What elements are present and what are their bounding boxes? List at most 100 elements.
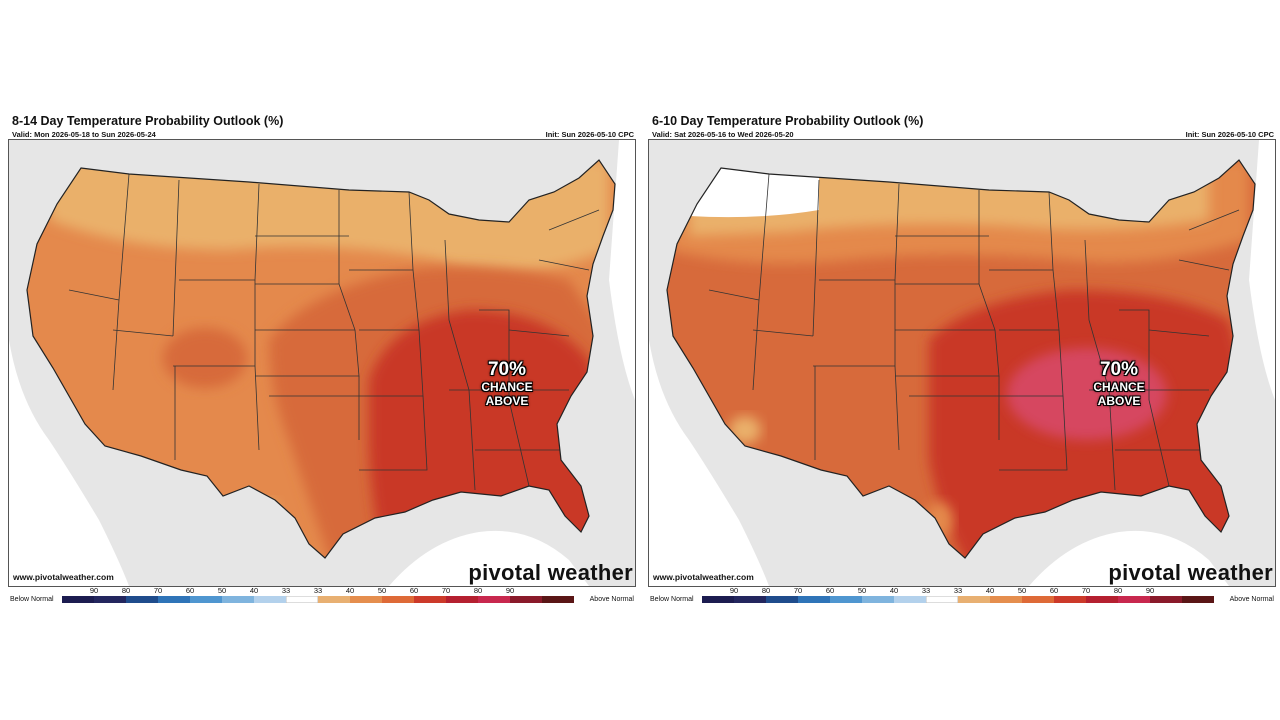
legend-swatch [190,596,222,603]
legend-swatch [1022,596,1054,603]
us-outline [666,159,1256,559]
callout-line-1: CHANCE [1093,380,1145,394]
legend-swatch [734,596,766,603]
callout-line-2: ABOVE [1097,394,1141,408]
callout-percent: 70% [487,359,527,380]
legend-tick-label: 80 [473,586,483,595]
legend-tick-label: 50 [1017,586,1027,595]
state-borders [708,173,1240,491]
chance-callout: 70% CHANCE ABOVE [457,359,557,409]
legend-colorbar [62,596,574,603]
legend-ticks: 90 80 70 60 50 40 33 33 40 50 60 70 80 90 [62,586,574,595]
site-url: www.pivotalweather.com [653,572,754,582]
legend-swatch [958,596,990,603]
legend-tick-label: 80 [761,586,771,595]
probability-legend: Below Normal 90 80 70 60 50 40 33 33 40 50 60 70 80 9… [8,586,636,610]
legend-swatch [414,596,446,603]
callout-percent: 70% [1099,359,1139,380]
us-map-6-10 [649,140,1275,586]
legend-swatch [478,596,510,603]
callout-line-2: ABOVE [485,394,529,408]
legend-colorbar [702,596,1214,603]
brand-logo: pivotal weather [468,560,633,585]
legend-tick-label: 60 [1049,586,1059,595]
legend-swatch [798,596,830,603]
legend-tick-label: 33 [281,586,291,595]
legend-tick-label: 70 [1081,586,1091,595]
legend-tick-label: 90 [505,586,515,595]
legend-tick-label: 40 [985,586,995,595]
legend-swatch [1118,596,1150,603]
probability-legend: Below Normal 90 80 70 60 50 40 33 33 40 50 60 70 80 9… [648,586,1276,610]
map-title: 8-14 Day Temperature Probability Outlook… [12,114,284,128]
legend-above-label: Above Normal [589,596,634,603]
legend-swatch [286,596,318,603]
legend-tick-label: 60 [825,586,835,595]
legend-tick-label: 70 [441,586,451,595]
legend-tick-label: 33 [921,586,931,595]
legend-swatch [926,596,958,603]
state-borders [68,173,600,491]
legend-swatch [222,596,254,603]
outlook-panel-8-14: 8-14 Day Temperature Probability Outlook… [8,112,636,612]
legend-above-label: Above Normal [1229,596,1274,603]
legend-swatch [350,596,382,603]
legend-swatch [382,596,414,603]
init-time: Init: Sun 2026-05-10 CPC [545,130,634,139]
atlantic-ocean [1249,140,1275,400]
legend-swatch [990,596,1022,603]
legend-tick-label: 70 [153,586,163,595]
map-title: 6-10 Day Temperature Probability Outlook… [652,114,924,128]
legend-swatch [126,596,158,603]
brand-logo: pivotal weather [1108,560,1273,585]
probability-map: 70% CHANCE ABOVE www.pivotalweather.com … [8,139,636,587]
legend-swatch [510,596,542,603]
chance-callout: 70% CHANCE ABOVE [1069,359,1169,409]
legend-swatch [1182,596,1214,603]
legend-swatch [318,596,350,603]
legend-swatch [1086,596,1118,603]
legend-swatch [62,596,94,603]
legend-swatch [446,596,478,603]
callout-line-1: CHANCE [481,380,533,394]
probability-map: 70% CHANCE ABOVE www.pivotalweather.com … [648,139,1276,587]
legend-swatch [894,596,926,603]
legend-swatch [862,596,894,603]
valid-range: Valid: Sat 2026-05-16 to Wed 2026-05-20 [652,130,794,139]
legend-ticks: 90 80 70 60 50 40 33 33 40 50 60 70 80 90 [702,586,1214,595]
legend-tick-label: 90 [89,586,99,595]
legend-swatch [542,596,574,603]
pacific-ocean [9,340,129,586]
site-url: www.pivotalweather.com [13,572,114,582]
legend-swatch [830,596,862,603]
outlook-panel-6-10: 6-10 Day Temperature Probability Outlook… [648,112,1276,612]
valid-range: Valid: Mon 2026-05-18 to Sun 2026-05-24 [12,130,156,139]
pacific-ocean [649,340,769,586]
legend-tick-label: 90 [1145,586,1155,595]
atlantic-ocean [609,140,635,400]
legend-tick-label: 40 [345,586,355,595]
legend-tick-label: 50 [857,586,867,595]
legend-tick-label: 80 [1113,586,1123,595]
legend-tick-label: 70 [793,586,803,595]
legend-swatch [702,596,734,603]
legend-tick-label: 40 [249,586,259,595]
us-outline [26,159,616,559]
legend-tick-label: 90 [729,586,739,595]
legend-tick-label: 80 [121,586,131,595]
legend-tick-label: 50 [217,586,227,595]
legend-swatch [766,596,798,603]
gulf-of-mexico [1029,530,1229,586]
legend-swatch [158,596,190,603]
legend-tick-label: 50 [377,586,387,595]
gulf-of-mexico [389,530,589,586]
legend-tick-label: 33 [313,586,323,595]
legend-tick-label: 60 [409,586,419,595]
legend-tick-label: 33 [953,586,963,595]
legend-swatch [1150,596,1182,603]
legend-below-label: Below Normal [10,596,54,603]
us-map-8-14 [9,140,635,586]
legend-swatch [94,596,126,603]
legend-tick-label: 60 [185,586,195,595]
legend-below-label: Below Normal [650,596,694,603]
